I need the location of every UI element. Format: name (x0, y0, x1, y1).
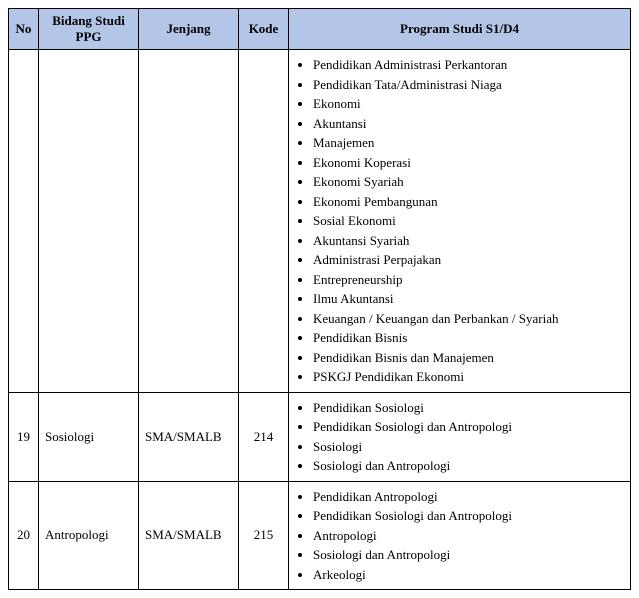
cell-bidang (39, 50, 139, 393)
cell-program: Pendidikan Administrasi PerkantoranPendi… (289, 50, 631, 393)
table-body: Pendidikan Administrasi PerkantoranPendi… (9, 50, 631, 590)
list-item: Pendidikan Administrasi Perkantoran (313, 55, 624, 75)
list-item: Pendidikan Antropologi (313, 487, 624, 507)
list-item: Pendidikan Bisnis dan Manajemen (313, 348, 624, 368)
cell-no (9, 50, 39, 393)
list-item: Manajemen (313, 133, 624, 153)
list-item: Akuntansi (313, 114, 624, 134)
cell-kode: 215 (239, 481, 289, 590)
list-item: Antropologi (313, 526, 624, 546)
header-kode: Kode (239, 9, 289, 50)
list-item: Pendidikan Sosiologi dan Antropologi (313, 506, 624, 526)
cell-kode: 214 (239, 392, 289, 481)
header-program: Program Studi S1/D4 (289, 9, 631, 50)
list-item: Ekonomi Koperasi (313, 153, 624, 173)
program-list: Pendidikan Administrasi PerkantoranPendi… (295, 55, 624, 387)
program-list: Pendidikan SosiologiPendidikan Sosiologi… (295, 398, 624, 476)
cell-no: 20 (9, 481, 39, 590)
program-list: Pendidikan AntropologiPendidikan Sosiolo… (295, 487, 624, 585)
list-item: Sosiologi (313, 437, 624, 457)
cell-bidang: Sosiologi (39, 392, 139, 481)
list-item: PSKGJ Pendidikan Ekonomi (313, 367, 624, 387)
list-item: Pendidikan Tata/Administrasi Niaga (313, 75, 624, 95)
list-item: Ekonomi Pembangunan (313, 192, 624, 212)
list-item: Ekonomi (313, 94, 624, 114)
header-no: No (9, 9, 39, 50)
cell-kode (239, 50, 289, 393)
header-bidang: Bidang Studi PPG (39, 9, 139, 50)
list-item: Sosial Ekonomi (313, 211, 624, 231)
table-row: 19SosiologiSMA/SMALB214Pendidikan Sosiol… (9, 392, 631, 481)
list-item: Entrepreneurship (313, 270, 624, 290)
list-item: Pendidikan Sosiologi (313, 398, 624, 418)
table-row: 20AntropologiSMA/SMALB215Pendidikan Antr… (9, 481, 631, 590)
program-table: No Bidang Studi PPG Jenjang Kode Program… (8, 8, 631, 590)
list-item: Pendidikan Bisnis (313, 328, 624, 348)
list-item: Sosiologi dan Antropologi (313, 545, 624, 565)
list-item: Pendidikan Sosiologi dan Antropologi (313, 417, 624, 437)
cell-jenjang (139, 50, 239, 393)
list-item: Sosiologi dan Antropologi (313, 456, 624, 476)
cell-program: Pendidikan SosiologiPendidikan Sosiologi… (289, 392, 631, 481)
header-row: No Bidang Studi PPG Jenjang Kode Program… (9, 9, 631, 50)
header-jenjang: Jenjang (139, 9, 239, 50)
table-row: Pendidikan Administrasi PerkantoranPendi… (9, 50, 631, 393)
cell-jenjang: SMA/SMALB (139, 392, 239, 481)
list-item: Ilmu Akuntansi (313, 289, 624, 309)
cell-program: Pendidikan AntropologiPendidikan Sosiolo… (289, 481, 631, 590)
list-item: Arkeologi (313, 565, 624, 585)
list-item: Keuangan / Keuangan dan Perbankan / Syar… (313, 309, 624, 329)
cell-bidang: Antropologi (39, 481, 139, 590)
list-item: Akuntansi Syariah (313, 231, 624, 251)
list-item: Ekonomi Syariah (313, 172, 624, 192)
cell-no: 19 (9, 392, 39, 481)
list-item: Administrasi Perpajakan (313, 250, 624, 270)
cell-jenjang: SMA/SMALB (139, 481, 239, 590)
